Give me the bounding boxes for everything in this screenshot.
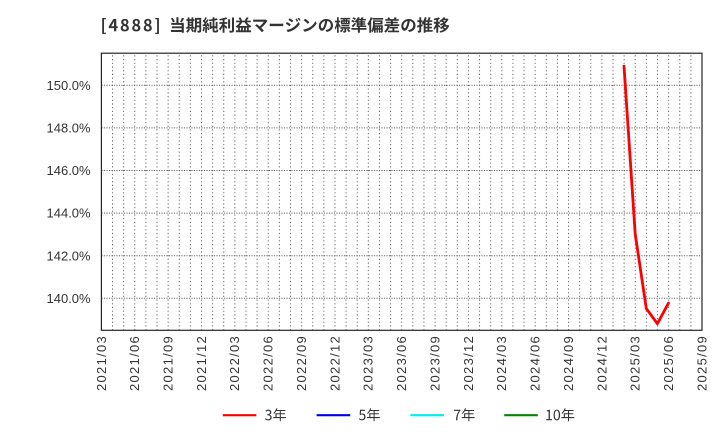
svg-text:2021/09: 2021/09 <box>160 335 175 391</box>
svg-text:142.0%: 142.0% <box>47 248 92 263</box>
svg-text:2024/03: 2024/03 <box>494 335 509 391</box>
svg-text:144.0%: 144.0% <box>47 206 92 221</box>
svg-text:2022/09: 2022/09 <box>294 335 309 391</box>
svg-text:2024/09: 2024/09 <box>561 335 576 391</box>
svg-text:2023/03: 2023/03 <box>361 335 376 391</box>
svg-text:140.0%: 140.0% <box>47 291 92 306</box>
svg-text:2024/12: 2024/12 <box>594 335 609 391</box>
svg-text:2021/03: 2021/03 <box>94 335 109 391</box>
svg-text:2022/03: 2022/03 <box>227 335 242 391</box>
svg-text:2023/09: 2023/09 <box>427 335 442 391</box>
svg-text:2025/03: 2025/03 <box>628 335 643 391</box>
svg-text:2024/06: 2024/06 <box>528 335 543 391</box>
svg-text:2025/09: 2025/09 <box>694 335 709 391</box>
svg-text:2023/12: 2023/12 <box>461 335 476 391</box>
svg-text:2021/06: 2021/06 <box>127 335 142 391</box>
svg-text:2025/06: 2025/06 <box>661 335 676 391</box>
svg-text:146.0%: 146.0% <box>47 163 92 178</box>
svg-text:2021/12: 2021/12 <box>194 335 209 391</box>
svg-text:150.0%: 150.0% <box>47 78 92 93</box>
svg-text:2022/06: 2022/06 <box>261 335 276 391</box>
svg-text:148.0%: 148.0% <box>47 121 92 136</box>
svg-text:2022/12: 2022/12 <box>327 335 342 391</box>
svg-text:2023/06: 2023/06 <box>394 335 409 391</box>
